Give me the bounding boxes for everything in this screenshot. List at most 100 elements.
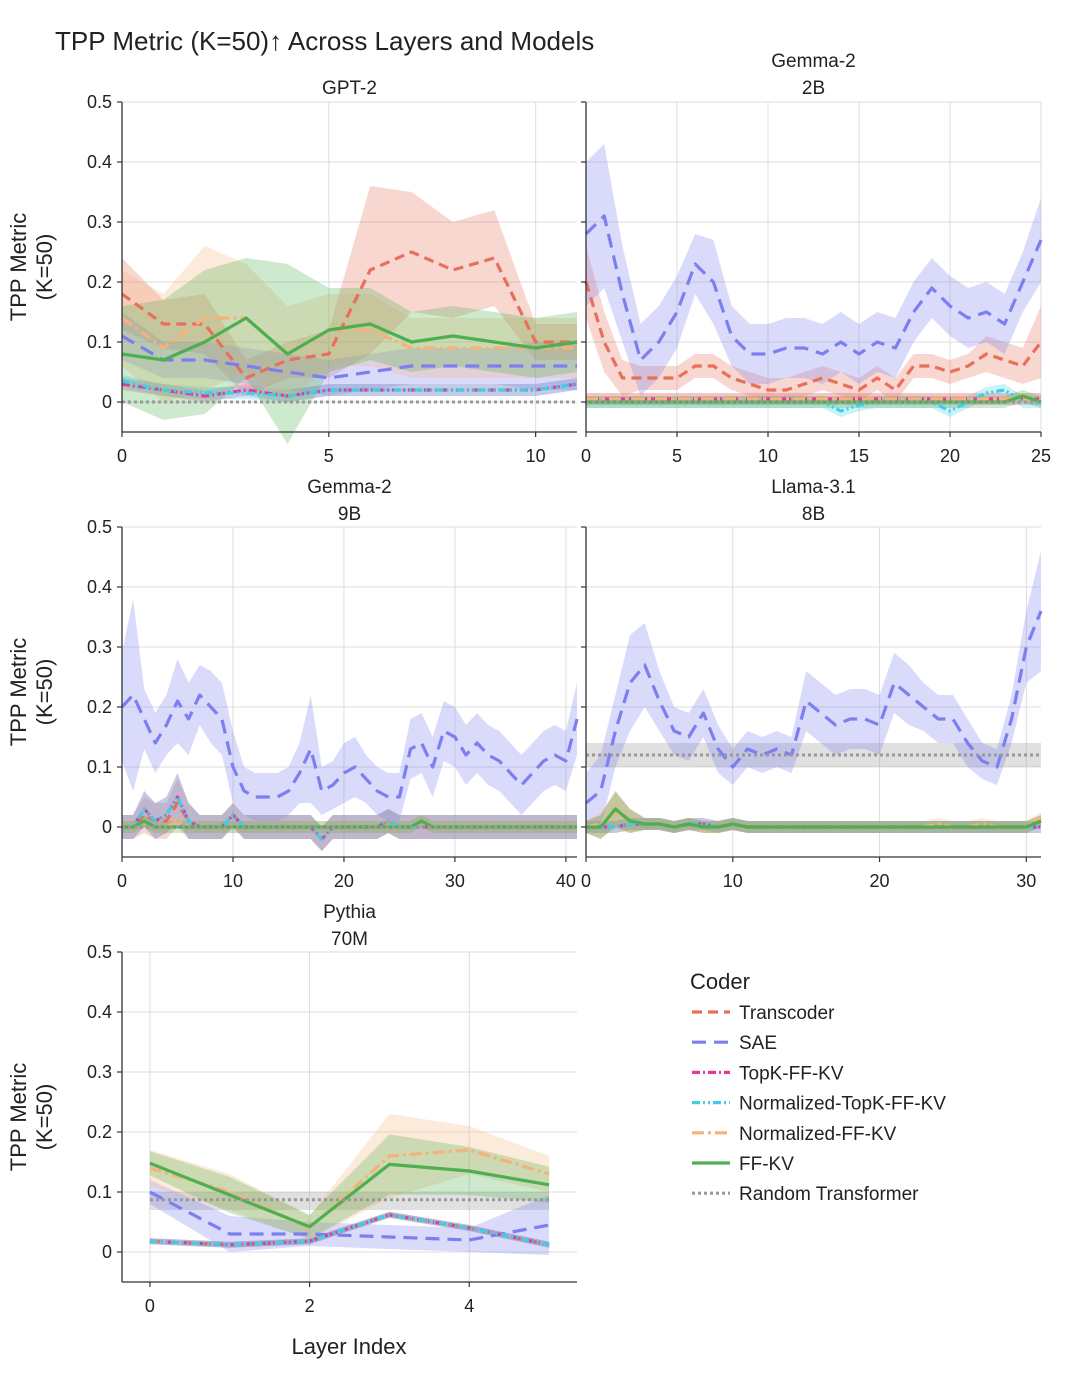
y-tick-label: 0.1 xyxy=(87,757,112,777)
legend-label: Transcoder xyxy=(739,1003,835,1024)
x-tick-label: 2 xyxy=(305,1296,315,1316)
y-tick-label: 0.2 xyxy=(87,272,112,292)
series-line-sae xyxy=(584,610,1043,805)
series-line-sae xyxy=(120,693,579,799)
legend-item-ff-kv: FF-KV xyxy=(692,1154,794,1175)
legend: Coder Transcoder SAE TopK-FF-KV Normalized-… xyxy=(690,969,946,1205)
y-tick-label: 0.3 xyxy=(87,637,112,657)
band-normalized-topk-ff-kv xyxy=(122,773,577,851)
legend-item-transcoder: Transcoder xyxy=(692,1003,835,1024)
series-line-sae xyxy=(121,334,577,380)
series-line-normalized-ff-kv xyxy=(121,316,577,356)
series-line-transcoder xyxy=(584,281,1043,392)
y-tick-label: 0.5 xyxy=(87,942,112,962)
y-tick-label: 0.1 xyxy=(87,332,112,352)
series-line-normalized-topk-ff-kv xyxy=(149,1213,550,1247)
legend-label: TopK-FF-KV xyxy=(739,1063,844,1084)
panel-1: 0 5 10 15 20 25 Gemma-2 2B xyxy=(581,51,1051,466)
y-tick-label: 0.2 xyxy=(87,1122,112,1142)
band-sae xyxy=(122,599,577,821)
panel-title: GPT-2 xyxy=(322,78,377,99)
y-axis-label: TPP Metric(K=50) xyxy=(6,1063,57,1171)
legend-label: Random Transformer xyxy=(739,1184,919,1205)
band-sae xyxy=(586,551,1041,833)
x-tick-label: 4 xyxy=(464,1296,474,1316)
band-normalized-ff-kv xyxy=(149,1114,550,1240)
y-tick-label: 0.5 xyxy=(87,92,112,112)
x-tick-label: 0 xyxy=(581,871,591,891)
y-axis-label: TPP Metric(K=50) xyxy=(6,638,57,746)
band-transcoder xyxy=(586,246,1041,402)
x-tick-label: 0 xyxy=(145,1296,155,1316)
panel-subtitle: 2B xyxy=(802,78,825,99)
band-transcoder xyxy=(122,186,577,396)
panel-subtitle: 70M xyxy=(331,929,368,950)
band-sae xyxy=(149,1180,550,1255)
panel-title: Llama-3.1 xyxy=(771,477,856,498)
y-tick-label: 0.4 xyxy=(87,577,112,597)
band-sae xyxy=(122,312,577,396)
panel-title: Gemma-2 xyxy=(771,51,855,72)
series-line-sae xyxy=(584,214,1043,362)
x-tick-label: 15 xyxy=(849,446,869,466)
panel-2: 0 0.1 0.2 0.3 0.4 0.5 0 10 20 30 40 Gemma-2 9B xyxy=(87,477,579,891)
series-line-normalized-topk-ff-kv xyxy=(121,379,578,398)
y-tick-label: 0.1 xyxy=(87,1182,112,1202)
x-tick-label: 20 xyxy=(870,871,890,891)
legend-label: FF-KV xyxy=(739,1154,794,1175)
y-tick-label: 0.3 xyxy=(87,212,112,232)
y-tick-label: 0.5 xyxy=(87,517,112,537)
legend-item-normalized-ff-kv: Normalized-FF-KV xyxy=(692,1124,897,1145)
x-tick-label: 10 xyxy=(223,871,243,891)
legend-item-random transformer: Random Transformer xyxy=(692,1184,919,1205)
legend-item-sae: SAE xyxy=(692,1033,777,1054)
x-tick-label: 0 xyxy=(117,446,127,466)
legend-label: SAE xyxy=(739,1033,777,1054)
figure-title: TPP Metric (K=50)↑ Across Layers and Mod… xyxy=(55,26,594,56)
band-topk-ff-kv xyxy=(149,1211,550,1248)
legend-item-normalized-topk-ff-kv: Normalized-TopK-FF-KV xyxy=(692,1094,946,1115)
series-line-ff-kv xyxy=(149,1161,550,1229)
panel-4: 0 0.1 0.2 0.3 0.4 0.5 0 2 4 Pythia 70M xyxy=(87,902,577,1316)
legend-item-topk-ff-kv: TopK-FF-KV xyxy=(692,1063,844,1084)
y-tick-label: 0 xyxy=(102,1242,112,1262)
y-tick-label: 0.4 xyxy=(87,152,112,172)
panel-3: 0 10 20 30 Llama-3.1 8B xyxy=(581,477,1043,891)
panel-title: Pythia xyxy=(323,902,376,923)
y-tick-label: 0.2 xyxy=(87,697,112,717)
x-tick-label: 40 xyxy=(556,871,576,891)
x-tick-label: 10 xyxy=(526,446,546,466)
x-tick-label: 5 xyxy=(672,446,682,466)
x-tick-label: 0 xyxy=(117,871,127,891)
series-line-ff-kv xyxy=(586,807,1042,829)
series-line-sae xyxy=(149,1190,550,1242)
y-tick-label: 0 xyxy=(102,817,112,837)
x-tick-label: 30 xyxy=(445,871,465,891)
panel-subtitle: 8B xyxy=(802,504,825,525)
series-line-topk-ff-kv xyxy=(121,382,578,398)
panel-0: 0 0.1 0.2 0.3 0.4 0.5 0 5 10 GPT-2 xyxy=(87,78,578,466)
x-tick-label: 10 xyxy=(723,871,743,891)
x-tick-label: 0 xyxy=(581,446,591,466)
legend-title: Coder xyxy=(690,969,750,994)
y-tick-label: 0.4 xyxy=(87,1002,112,1022)
legend-label: Normalized-FF-KV xyxy=(739,1124,897,1145)
panel-subtitle: 9B xyxy=(338,504,361,525)
band-topk-ff-kv xyxy=(122,773,577,851)
band-ff-kv xyxy=(149,1134,550,1239)
panel-title: Gemma-2 xyxy=(307,477,391,498)
band-ff-kv xyxy=(122,258,577,444)
band-transcoder xyxy=(122,779,577,851)
series-line-ff-kv xyxy=(121,316,578,362)
y-tick-label: 0 xyxy=(102,392,112,412)
y-tick-label: 0.3 xyxy=(87,1062,112,1082)
y-axis-label: TPP Metric(K=50) xyxy=(6,213,57,321)
x-tick-label: 20 xyxy=(940,446,960,466)
band-sae xyxy=(586,144,1041,396)
x-axis-label: Layer Index xyxy=(292,1334,407,1359)
band-transcoder xyxy=(149,1211,550,1248)
band-normalized-topk-ff-kv xyxy=(149,1211,550,1248)
y-axis-labels: TPP Metric(K=50) TPP Metric(K=50) TPP Metr… xyxy=(6,213,57,1171)
x-tick-label: 30 xyxy=(1016,871,1036,891)
